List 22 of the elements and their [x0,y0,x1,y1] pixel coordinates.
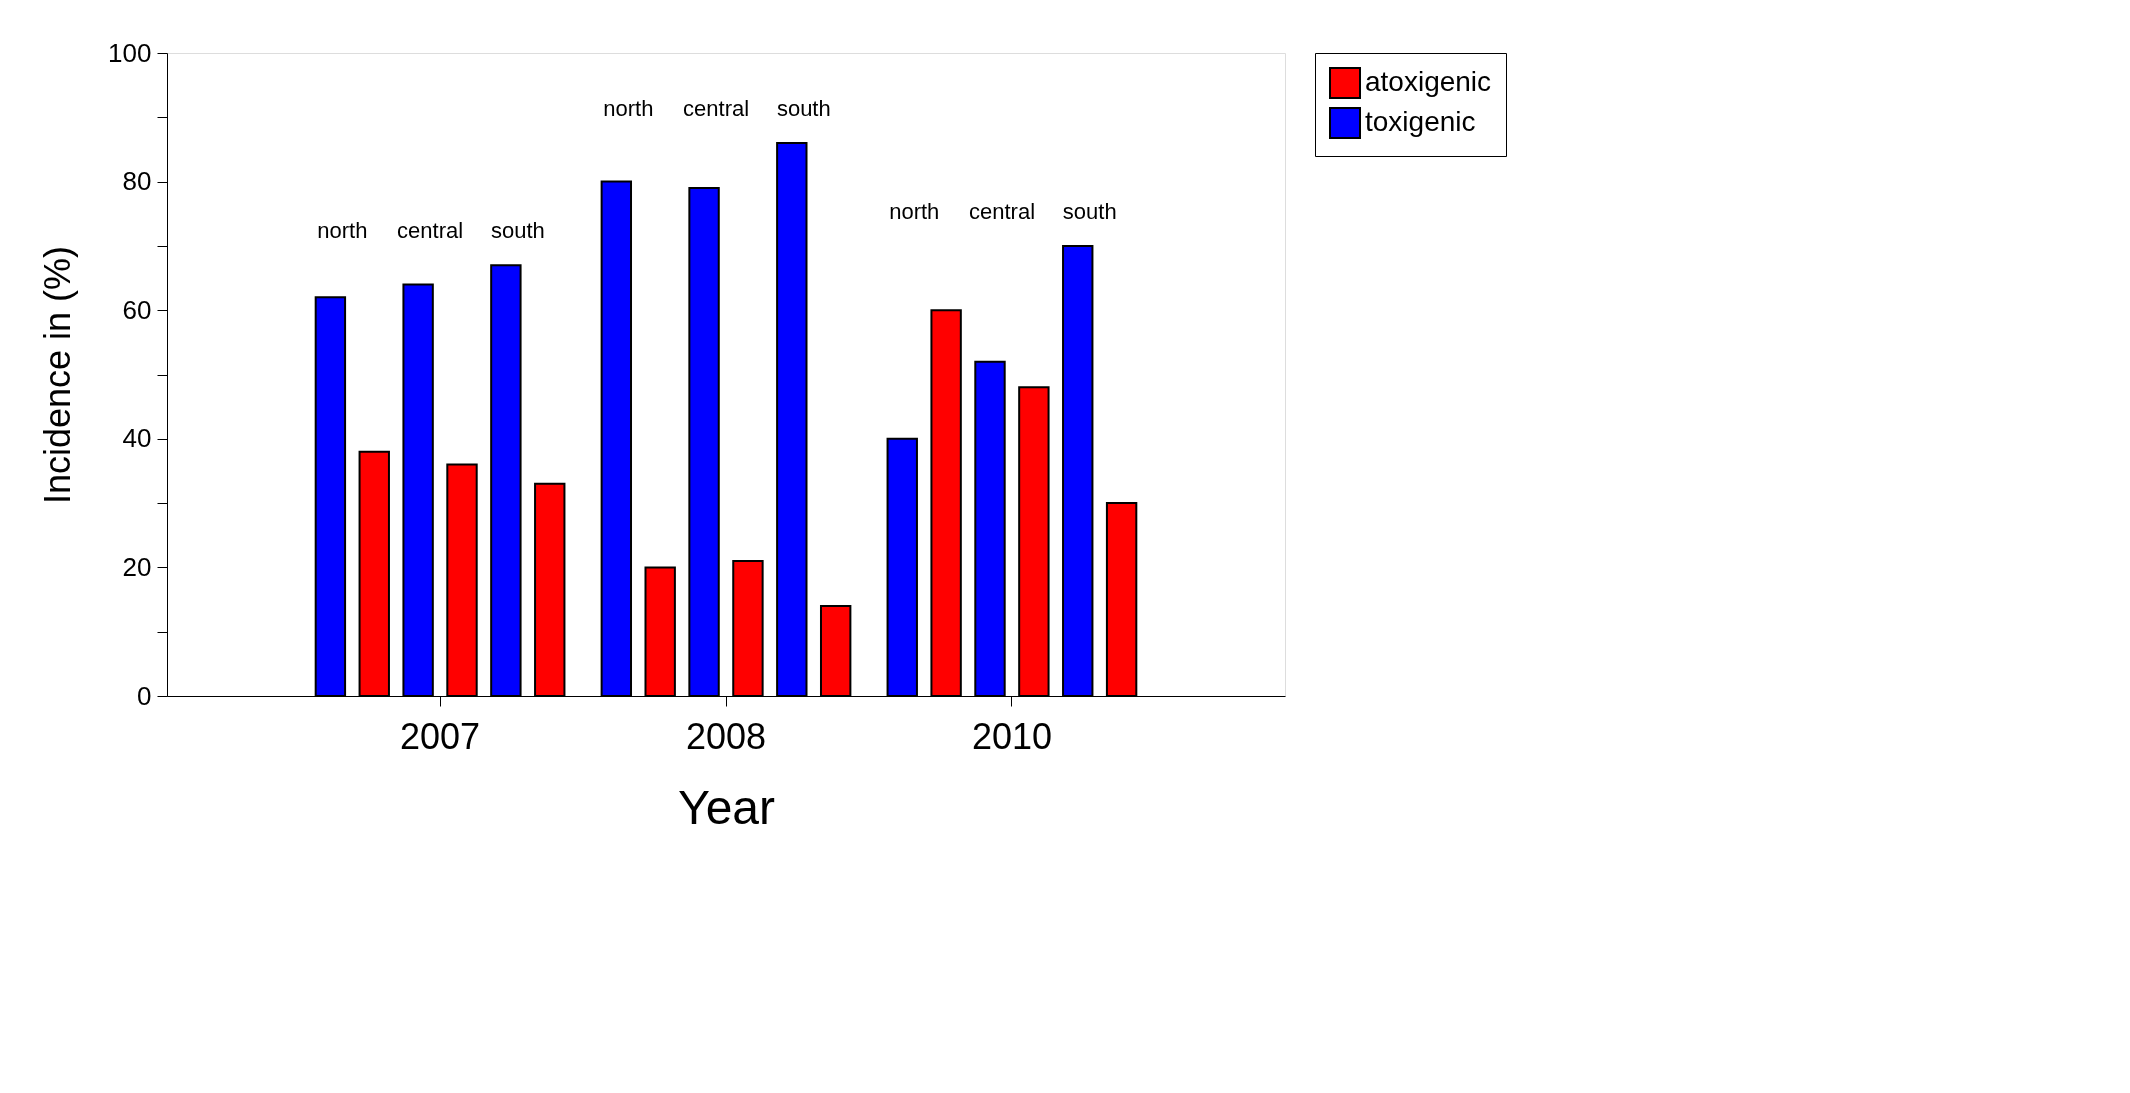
y-tick-label: 80 [122,166,152,197]
x-tick-label: 2010 [971,715,1052,757]
x-axis-title: Year [678,780,776,834]
legend-label: atoxigenic [1365,66,1492,97]
annotation: central [397,218,464,244]
annotation: south [776,96,831,122]
annotation: south [1062,198,1117,224]
annotation: north [603,96,654,122]
annotation: central [683,96,750,122]
x-tick-label: 2008 [685,715,767,757]
annotation: north [889,198,940,224]
y-axis-title: Incidence in (%) [37,245,79,505]
legend-label: toxigenic [1365,106,1476,137]
y-tick-label: 0 [137,680,152,711]
y-tick-label: 60 [122,294,152,325]
annotation: north [317,218,368,244]
x-tick-label: 2007 [400,715,481,757]
annotation: south [490,218,545,244]
y-tick-label: 20 [122,551,152,582]
y-tick-label: 40 [122,423,152,454]
y-tick-label: 100 [108,37,152,68]
annotation: central [968,198,1036,224]
